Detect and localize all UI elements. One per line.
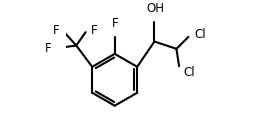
Text: F: F xyxy=(53,24,59,37)
Text: F: F xyxy=(45,42,52,55)
Text: Cl: Cl xyxy=(195,28,206,41)
Text: Cl: Cl xyxy=(183,66,195,79)
Text: F: F xyxy=(111,17,118,30)
Text: F: F xyxy=(91,24,97,37)
Text: OH: OH xyxy=(146,2,164,15)
